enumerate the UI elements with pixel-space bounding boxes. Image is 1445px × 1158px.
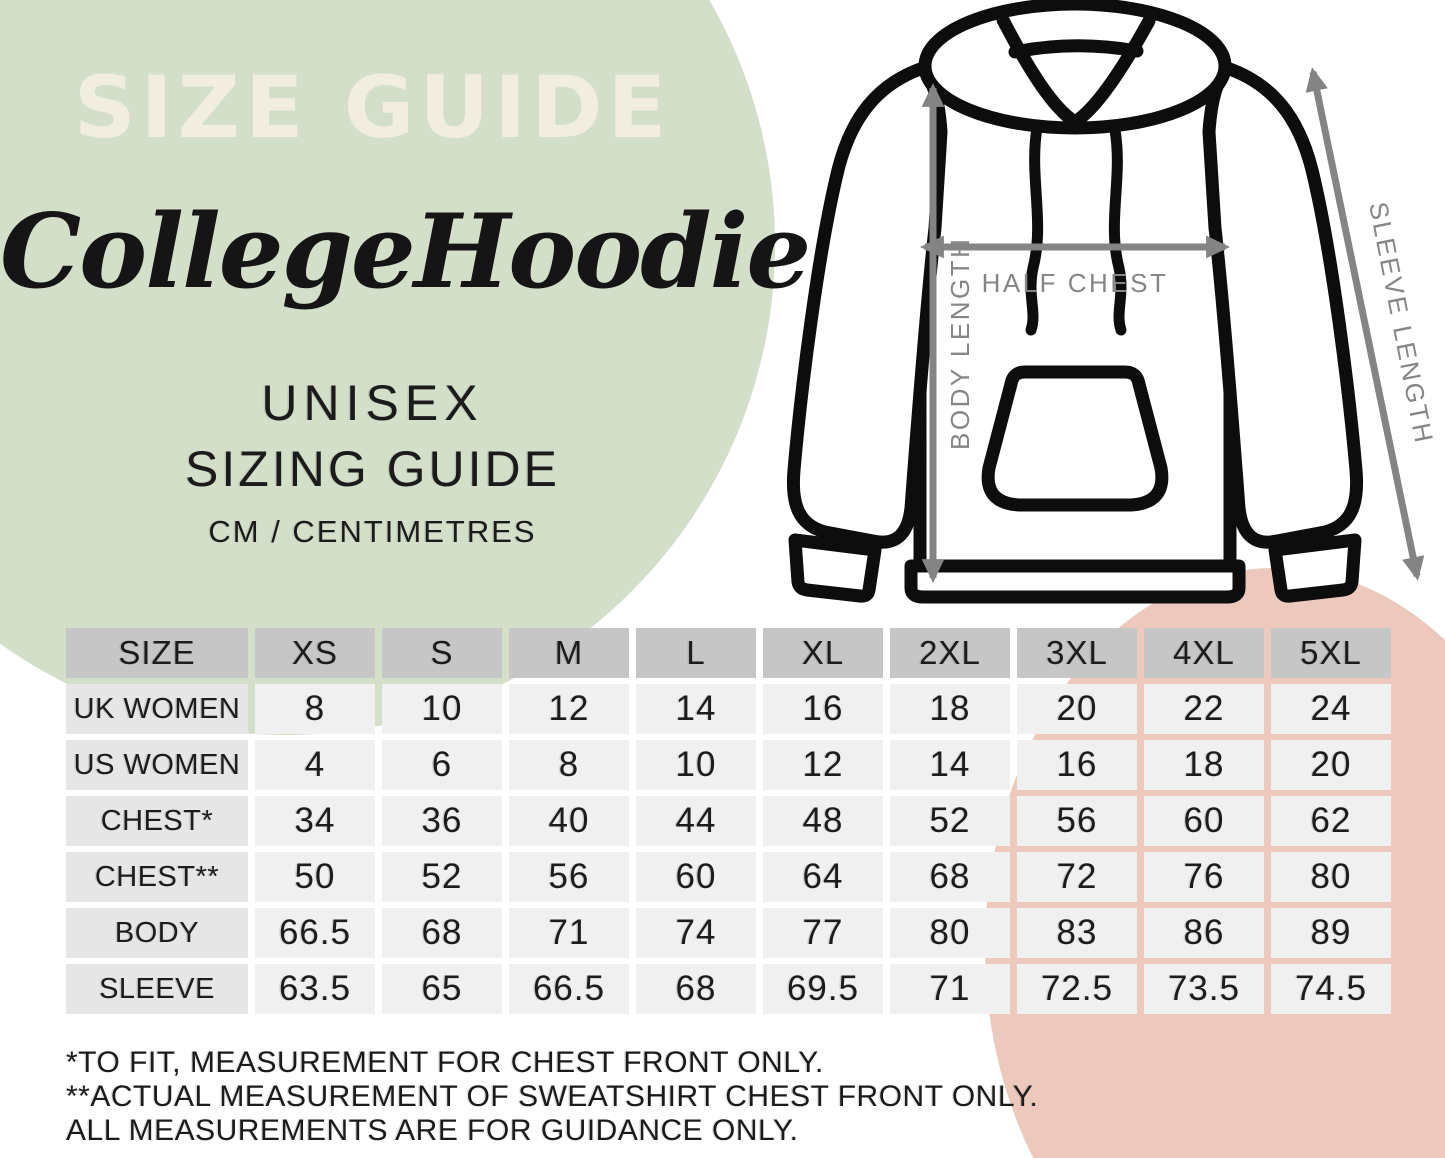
size-table-cell: 65 bbox=[382, 964, 502, 1014]
hoodie-hem-band bbox=[904, 559, 1246, 604]
page-title: SIZE GUIDE bbox=[73, 58, 672, 158]
product-name: CollegeHoodie bbox=[0, 192, 811, 312]
size-table-cell: 66.5 bbox=[509, 964, 629, 1014]
size-table-cell: 14 bbox=[890, 740, 1010, 790]
size-table-cell: 16 bbox=[763, 684, 883, 734]
size-table-cell: 20 bbox=[1017, 684, 1137, 734]
hoodie-hood-outline bbox=[918, 0, 1232, 135]
size-table-cell: 74 bbox=[636, 908, 756, 958]
body-length-label: BODY LENGTH bbox=[945, 237, 975, 450]
size-table-cell: 68 bbox=[382, 908, 502, 958]
size-table-cell: 34 bbox=[255, 796, 375, 846]
size-table-cell: 72 bbox=[1017, 852, 1137, 902]
size-table-header-5xl: 5XL bbox=[1271, 628, 1391, 678]
size-table-cell: 52 bbox=[382, 852, 502, 902]
size-table-cell: 16 bbox=[1017, 740, 1137, 790]
footnote-to-fit: *TO FIT, MEASUREMENT FOR CHEST FRONT ONL… bbox=[66, 1046, 824, 1079]
size-table-cell: 10 bbox=[636, 740, 756, 790]
size-table-cell: 73.5 bbox=[1144, 964, 1264, 1014]
size-table-cell: 6 bbox=[382, 740, 502, 790]
size-table-cell: 66.5 bbox=[255, 908, 375, 958]
size-table-cell: 69.5 bbox=[763, 964, 883, 1014]
size-table-cell: 20 bbox=[1271, 740, 1391, 790]
size-table-cell: 68 bbox=[636, 964, 756, 1014]
size-table-cell: 36 bbox=[382, 796, 502, 846]
size-table-cell: 18 bbox=[890, 684, 1010, 734]
units-label: CM / CENTIMETRES bbox=[208, 514, 537, 549]
size-table-cell: 60 bbox=[1144, 796, 1264, 846]
size-table-rowlabel-body-4: BODY bbox=[66, 908, 248, 958]
size-table-cell: 80 bbox=[890, 908, 1010, 958]
size-table-cell: 8 bbox=[255, 684, 375, 734]
size-table-cell: 18 bbox=[1144, 740, 1264, 790]
size-table-cell: 14 bbox=[636, 684, 756, 734]
size-table-cell: 24 bbox=[1271, 684, 1391, 734]
hoodie-left-cuff bbox=[788, 533, 882, 603]
size-table-header-2xl: 2XL bbox=[890, 628, 1010, 678]
size-table-cell: 71 bbox=[509, 908, 629, 958]
hoodie-hood-back-edge bbox=[1008, 39, 1144, 59]
size-table-header-size: SIZE bbox=[66, 628, 248, 678]
size-table-cell: 40 bbox=[509, 796, 629, 846]
size-table-cell: 64 bbox=[763, 852, 883, 902]
size-table-header-s: S bbox=[382, 628, 502, 678]
subtitle-unisex: UNISEX bbox=[261, 375, 484, 431]
size-table-cell: 12 bbox=[763, 740, 883, 790]
size-table-cell: 89 bbox=[1271, 908, 1391, 958]
size-table-cell: 80 bbox=[1271, 852, 1391, 902]
footnote-guidance: ALL MEASUREMENTS ARE FOR GUIDANCE ONLY. bbox=[66, 1114, 799, 1147]
hoodie-right-drawstring bbox=[1108, 124, 1127, 336]
sleeve-length-label: SLEEVE LENGTH bbox=[1363, 199, 1435, 447]
size-table-cell: 10 bbox=[382, 684, 502, 734]
size-table-cell: 56 bbox=[1017, 796, 1137, 846]
size-table-cell: 48 bbox=[763, 796, 883, 846]
hoodie-left-sleeve bbox=[786, 61, 948, 549]
footnotes: *TO FIT, MEASUREMENT FOR CHEST FRONT ONL… bbox=[66, 1046, 1038, 1148]
size-table-header-xl: XL bbox=[763, 628, 883, 678]
size-table-cell: 86 bbox=[1144, 908, 1264, 958]
size-table-cell: 22 bbox=[1144, 684, 1264, 734]
size-table-cell: 76 bbox=[1144, 852, 1264, 902]
size-table-rowlabel-us-women-1: US WOMEN bbox=[66, 740, 248, 790]
size-table-rowlabel-chest-3: CHEST** bbox=[66, 852, 248, 902]
size-table-cell: 74.5 bbox=[1271, 964, 1391, 1014]
size-table-cell: 50 bbox=[255, 852, 375, 902]
size-table-cell: 71 bbox=[890, 964, 1010, 1014]
size-table-cell: 62 bbox=[1271, 796, 1391, 846]
size-table-cell: 72.5 bbox=[1017, 964, 1137, 1014]
hoodie-right-cuff bbox=[1268, 533, 1362, 603]
footnote-actual-measurement: **ACTUAL MEASUREMENT OF SWEATSHIRT CHEST… bbox=[66, 1080, 1039, 1113]
size-table-cell: 63.5 bbox=[255, 964, 375, 1014]
size-table-rowlabel-sleeve-5: SLEEVE bbox=[66, 964, 248, 1014]
size-table-cell: 52 bbox=[890, 796, 1010, 846]
hoodie-right-sleeve bbox=[1202, 61, 1364, 549]
hoodie-hood-opening bbox=[996, 13, 1156, 129]
sleeve-length-arrow bbox=[1305, 67, 1425, 581]
size-table-cell: 8 bbox=[509, 740, 629, 790]
size-table-header-m: M bbox=[509, 628, 629, 678]
size-table-rowlabel-uk-women-0: UK WOMEN bbox=[66, 684, 248, 734]
hoodie-measurement-diagram: HALF CHEST BODY LENGTH SLEEVE LENGTH bbox=[786, 0, 1435, 604]
size-table-cell: 77 bbox=[763, 908, 883, 958]
size-table-rowlabel-chest-2: CHEST* bbox=[66, 796, 248, 846]
size-table-cell: 4 bbox=[255, 740, 375, 790]
size-table-header-3xl: 3XL bbox=[1017, 628, 1137, 678]
size-table-cell: 12 bbox=[509, 684, 629, 734]
size-table-header-l: L bbox=[636, 628, 756, 678]
hoodie-kangaroo-pocket bbox=[981, 365, 1169, 512]
size-table: SIZE XS S M L XL 2XL 3XL 4XL 5XL UK WOMEN 8 10 12 14 16… bbox=[66, 628, 1391, 1014]
size-table-header-xs: XS bbox=[255, 628, 375, 678]
size-table-cell: 68 bbox=[890, 852, 1010, 902]
size-table-cell: 56 bbox=[509, 852, 629, 902]
size-table-cell: 44 bbox=[636, 796, 756, 846]
half-chest-label: HALF CHEST bbox=[982, 268, 1169, 298]
size-table-header-4xl: 4XL bbox=[1144, 628, 1264, 678]
size-table-cell: 83 bbox=[1017, 908, 1137, 958]
size-table-cell: 60 bbox=[636, 852, 756, 902]
intro-text-block: SIZE GUIDE CollegeHoodie UNISEX SIZING G… bbox=[0, 0, 811, 600]
subtitle-sizing-guide: SIZING GUIDE bbox=[185, 441, 560, 497]
